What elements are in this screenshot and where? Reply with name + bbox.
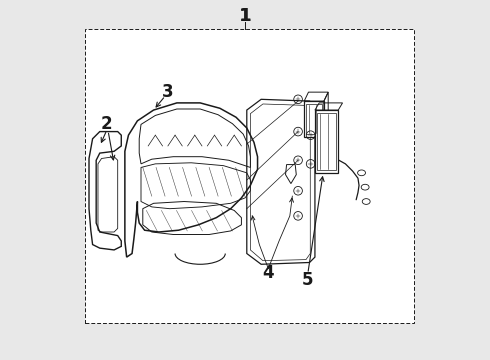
Text: 5: 5 xyxy=(302,271,314,289)
Text: 4: 4 xyxy=(263,264,274,282)
Bar xyxy=(85,30,414,323)
Text: 1: 1 xyxy=(239,7,251,25)
Bar xyxy=(304,101,324,137)
Text: 3: 3 xyxy=(162,83,174,101)
Bar xyxy=(306,104,322,134)
Text: 1: 1 xyxy=(239,7,251,25)
Text: 2: 2 xyxy=(101,116,113,134)
Bar xyxy=(315,110,338,173)
Bar xyxy=(317,113,336,170)
